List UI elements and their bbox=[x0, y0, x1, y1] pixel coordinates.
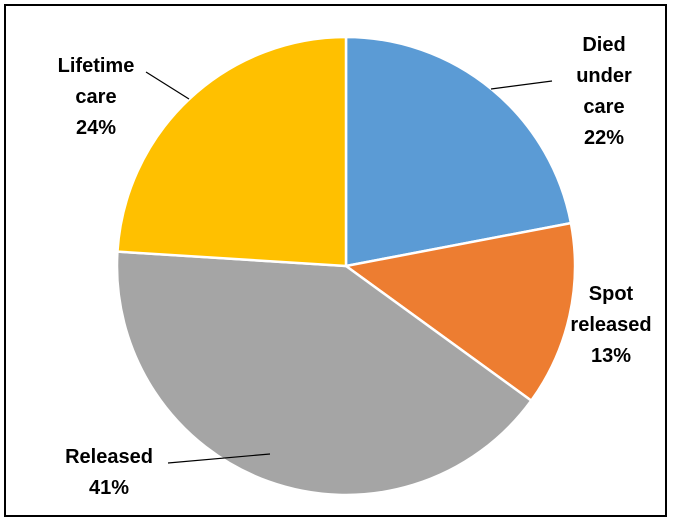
pie-slice-lifetime-care bbox=[116, 35, 348, 268]
pie-slice-died-under-care bbox=[344, 35, 573, 268]
leader-line-died-under-care bbox=[490, 80, 553, 90]
slice-label-released: Released 41% bbox=[65, 446, 153, 499]
leader-line-released bbox=[167, 453, 271, 464]
leader-line-lifetime-care bbox=[145, 71, 190, 100]
pie-slice-released bbox=[115, 250, 534, 497]
slice-labels: Died under care 22% Spot released 13% Released 4… bbox=[58, 34, 652, 499]
slice-label-lifetime-care: Lifetime care 24% bbox=[58, 55, 135, 139]
leader-lines bbox=[145, 71, 553, 464]
slice-label-spot-released: Spot released 13% bbox=[570, 283, 651, 367]
slice-label-died-under-care: Died under care 22% bbox=[576, 34, 632, 149]
pie-slice-spot-released bbox=[342, 221, 577, 403]
pie-slices bbox=[115, 35, 577, 497]
